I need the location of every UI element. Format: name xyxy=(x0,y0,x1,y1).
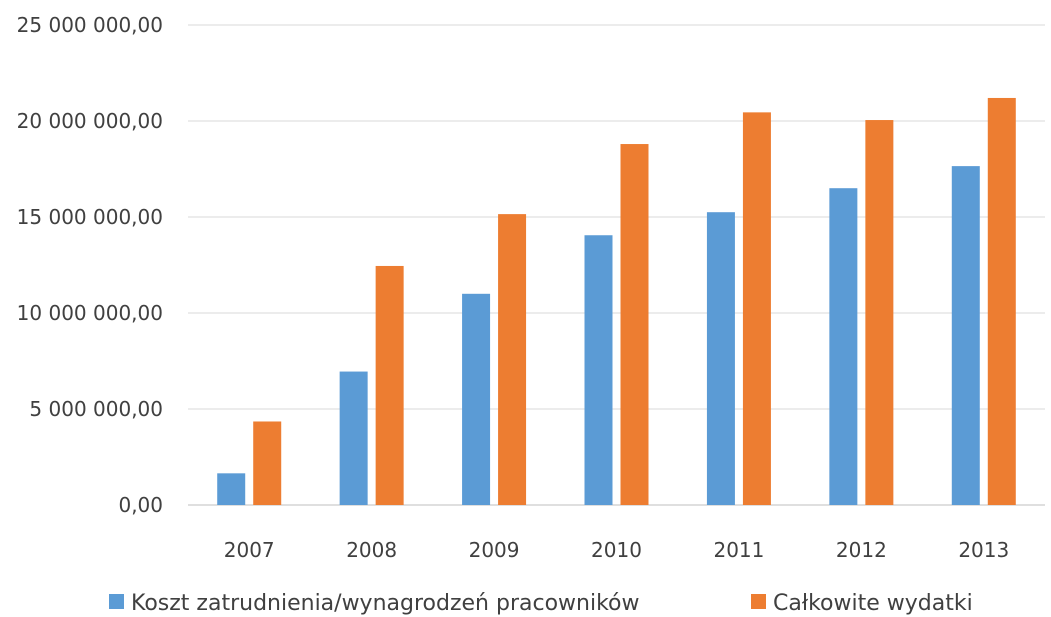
y-tick-label: 20 000 000,00 xyxy=(17,109,163,133)
bar-wydatki-2011 xyxy=(742,112,771,506)
legend: Koszt zatrudnienia/wynagrodzeń pracownik… xyxy=(109,591,973,616)
x-tick-label: 2011 xyxy=(713,538,764,562)
bar-wydatki-2010 xyxy=(620,144,649,506)
bar-wydatki-2012 xyxy=(865,120,894,505)
legend-label: Całkowite wydatki xyxy=(773,591,973,616)
bar-koszt-2013 xyxy=(951,166,980,505)
y-tick-label: 10 000 000,00 xyxy=(17,301,163,325)
bar-koszt-2008 xyxy=(339,371,368,505)
legend-swatch xyxy=(109,594,124,609)
x-tick-label: 2013 xyxy=(958,538,1009,562)
bar-koszt-2010 xyxy=(584,235,613,506)
bar-koszt-2011 xyxy=(706,212,735,505)
bar-wydatki-2013 xyxy=(987,97,1016,506)
x-tick-label: 2007 xyxy=(224,538,275,562)
gridlines xyxy=(188,24,1045,506)
bar-wydatki-2009 xyxy=(498,214,527,505)
x-tick-label: 2010 xyxy=(591,538,642,562)
x-axis-tick-labels: 2007 2008 2009 2010 2011 2012 2013 xyxy=(224,538,1009,562)
y-tick-label: 25 000 000,00 xyxy=(17,13,163,37)
bar-koszt-2007 xyxy=(217,473,246,505)
legend-swatch xyxy=(751,594,766,609)
y-tick-label: 0,00 xyxy=(118,493,163,517)
x-tick-label: 2012 xyxy=(836,538,887,562)
bars xyxy=(217,97,1016,506)
bar-wydatki-2007 xyxy=(253,421,282,505)
x-tick-label: 2008 xyxy=(346,538,397,562)
y-axis-tick-labels: 0,00 5 000 000,00 10 000 000,00 15 000 000,… xyxy=(17,13,163,517)
y-tick-label: 5 000 000,00 xyxy=(29,397,163,421)
legend-label: Koszt zatrudnienia/wynagrodzeń pracownik… xyxy=(131,591,639,616)
bar-koszt-2012 xyxy=(829,188,858,505)
bar-wydatki-2008 xyxy=(375,265,404,505)
y-tick-label: 15 000 000,00 xyxy=(17,205,163,229)
x-tick-label: 2009 xyxy=(469,538,520,562)
bar-koszt-2009 xyxy=(462,293,491,505)
